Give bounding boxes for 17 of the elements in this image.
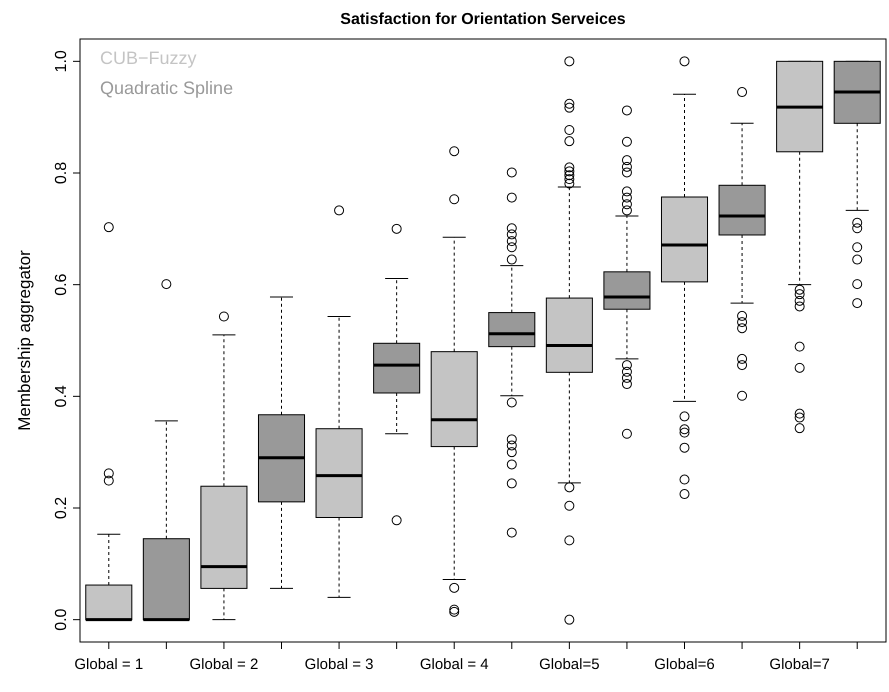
y-tick-label: 1.0: [53, 50, 70, 72]
y-tick-label: 0.8: [53, 162, 70, 184]
y-tick-label: 0.2: [53, 496, 70, 520]
x-tick-label: Global = 1: [74, 656, 144, 673]
chart-title: Satisfaction for Orientation Serveices: [340, 11, 626, 28]
x-tick-label: Global = 2: [190, 656, 258, 673]
text: CUB−Fuzzy: [100, 48, 197, 68]
x-tick-label: Global = 4: [420, 656, 489, 673]
text: Quadratic Spline: [100, 78, 234, 98]
x-tick-label: Global=7: [769, 656, 830, 673]
y-axis-title: Membership aggregator: [15, 250, 34, 431]
y-tick-label: 0.6: [53, 273, 70, 296]
y-tick-label: 0.0: [53, 608, 70, 631]
x-tick-label: Global=5: [539, 656, 600, 673]
x-tick-label: Global=6: [654, 656, 715, 673]
x-tick-label: Global = 3: [304, 656, 374, 673]
y-tick-label: 0.4: [53, 385, 70, 408]
